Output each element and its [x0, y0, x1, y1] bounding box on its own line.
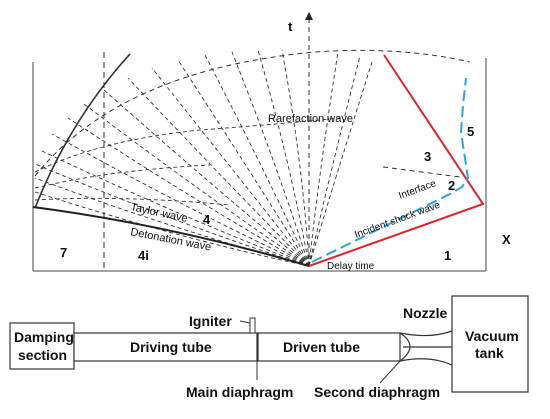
region-3-label: 3: [424, 149, 431, 164]
driving-tube-label: Driving tube: [130, 339, 212, 355]
contact-interface-line: [311, 77, 470, 263]
igniter-label: Igniter: [189, 313, 232, 329]
characteristic-fan: [34, 49, 373, 267]
reflected-characteristic-line: [382, 166, 461, 178]
expansion-characteristic-line: [231, 51, 310, 267]
expansion-characteristic-line: [308, 61, 373, 267]
incident-shock-and-reflected-shock: [308, 54, 485, 267]
expansion-characteristic-line: [308, 51, 339, 267]
rarefaction-wave-label: Rarefaction wave: [268, 113, 353, 125]
region-4i-label: 4i: [138, 248, 149, 263]
region-4-label: 4: [203, 212, 211, 227]
apparatus-schematic: Damping section Driving tube Driven tube…: [9, 295, 529, 400]
vacuum-tank-label-line2: tank: [475, 345, 504, 361]
nozzle-label: Nozzle: [403, 305, 448, 321]
main-diaphragm-label: Main diaphragm: [186, 384, 293, 400]
taylor-characteristic-line: [34, 197, 231, 206]
region-5-label: 5: [467, 124, 474, 139]
detonation-wave-line: [32, 206, 310, 267]
expansion-characteristic-line: [83, 103, 310, 267]
vacuum-tank-box: [451, 295, 529, 393]
vacuum-tank-label-line1: Vacuum: [465, 328, 519, 344]
expansion-characteristic-line: [39, 149, 310, 267]
damping-reflection-curve: [34, 53, 131, 209]
second-diaphragm-leader: [379, 360, 401, 384]
expansion-characteristic-line: [151, 67, 310, 267]
region-2-label: 2: [448, 178, 455, 193]
t-axis-label: t: [288, 19, 293, 34]
region-7-label: 7: [60, 245, 67, 260]
damping-section-label-line1: Damping: [14, 329, 74, 345]
expansion-characteristic-line: [308, 55, 361, 267]
driving-tube: [73, 332, 258, 362]
x-axis-label: X: [502, 232, 511, 247]
nozzle-shape: [399, 330, 453, 366]
delay-time-label: Delay time: [327, 261, 375, 272]
taylor-characteristic-line: [34, 117, 341, 173]
expansion-characteristic-line: [127, 77, 310, 267]
expansion-characteristic-line: [34, 163, 310, 267]
rarefaction-head-arc: [34, 49, 471, 177]
expansion-characteristic-line: [257, 49, 310, 267]
expansion-characteristic-line: [204, 54, 310, 267]
second-diaphragm-label: Second diaphragm: [314, 384, 440, 400]
expansion-characteristic-line: [177, 59, 310, 267]
region-1-label: 1: [444, 248, 451, 263]
damping-section-label-line2: section: [18, 347, 67, 363]
interface-label: Interface: [397, 178, 438, 202]
wave-diagram: t X Rarefaction wave Taylor wave Detonat…: [32, 12, 511, 272]
expansion-characteristic-line: [281, 49, 310, 267]
expansion-characteristic-line: [51, 133, 310, 267]
driven-tube: [257, 332, 401, 362]
expansion-characteristic-line: [103, 89, 310, 267]
expansion-characteristic-line: [34, 191, 310, 267]
damping-section-box: [9, 322, 75, 370]
expansion-characteristic-line: [67, 117, 310, 267]
igniter-body: [249, 317, 256, 334]
taylor-characteristic-line: [34, 164, 211, 189]
driven-tube-label: Driven tube: [283, 339, 360, 355]
igniter-leader: [239, 320, 251, 324]
